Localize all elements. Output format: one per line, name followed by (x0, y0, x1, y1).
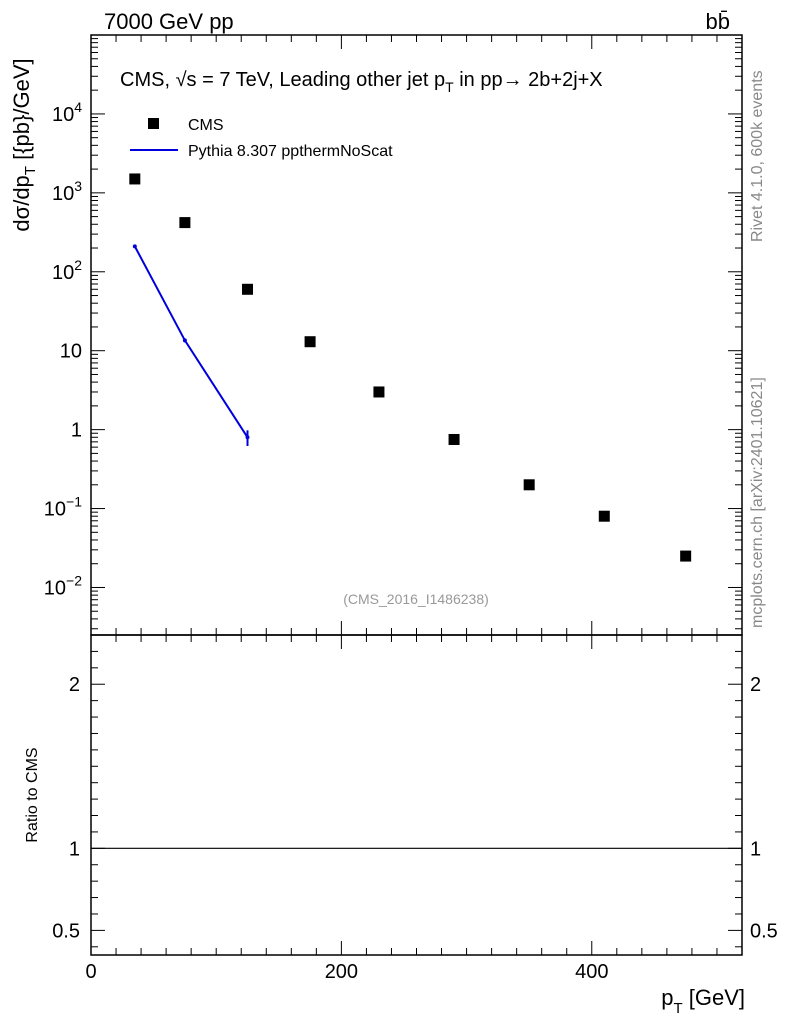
legend-marker-cms (148, 118, 159, 129)
main-y-axis-label: dσ/dpT [{pb}/GeV] (9, 58, 39, 231)
legend-label-pythia: Pythia 8.307 ppthermNoScat (188, 143, 393, 160)
pythia-point (182, 338, 187, 343)
axis-ticks (90, 34, 743, 955)
ratio-y-tick-label-right: 0.5 (750, 920, 778, 942)
plot-title: CMS, √s = 7 TeV, Leading other jet pT in… (120, 69, 603, 95)
ratio-plot-frame (90, 634, 743, 956)
ratio-y-tick-label-right: 2 (750, 674, 761, 696)
cms-point (680, 550, 692, 562)
ratio-y-tick-label-right: 1 (750, 838, 761, 860)
cms-point (179, 217, 191, 229)
cms-point (448, 433, 460, 445)
cms-point (598, 510, 610, 522)
cms-point (129, 173, 141, 185)
cms-point (304, 336, 316, 348)
rivet-label: Rivet 4.1.0, 600k events (749, 70, 766, 242)
legend-label-cms: CMS (188, 117, 224, 134)
y-tick-label: 1 (71, 420, 82, 442)
pythia-line (133, 245, 249, 438)
pythia-point (132, 244, 137, 249)
ratio-y-tick-label: 0.5 (52, 920, 80, 942)
pythia-point (245, 435, 250, 440)
x-axis-label: pT [GeV] (661, 985, 745, 1017)
y-tick-label: 10−1 (44, 494, 82, 521)
cms-point (373, 386, 385, 398)
x-tick-label: 400 (575, 961, 608, 983)
cms-point (523, 479, 535, 491)
axis-tick-labels: 0 200 400 10−2 10−1 1 10 102 103 104 0.5 0.5 1 1 2 2 (44, 99, 778, 983)
data-series (129, 173, 692, 562)
x-tick-label: 200 (325, 961, 358, 983)
analysis-label: (CMS_2016_I1486238) (343, 591, 489, 607)
energy-label: 7000 GeV pp (104, 9, 234, 34)
ratio-y-tick-label: 2 (69, 674, 80, 696)
cms-point (241, 283, 253, 295)
y-tick-label: 10 (60, 341, 82, 363)
mcplots-label: mcplots.cern.ch [arXiv:2401.10621] (749, 377, 766, 628)
ratio-y-tick-label: 1 (69, 838, 80, 860)
y-tick-label: 104 (52, 99, 82, 126)
ratio-y-axis-label: Ratio to CMS (24, 747, 41, 842)
x-tick-label: 0 (85, 961, 96, 983)
y-tick-label: 103 (52, 178, 82, 205)
y-tick-label: 10−2 (44, 572, 82, 599)
process-label: bb̄ (706, 9, 730, 34)
y-tick-label: 102 (52, 257, 82, 284)
